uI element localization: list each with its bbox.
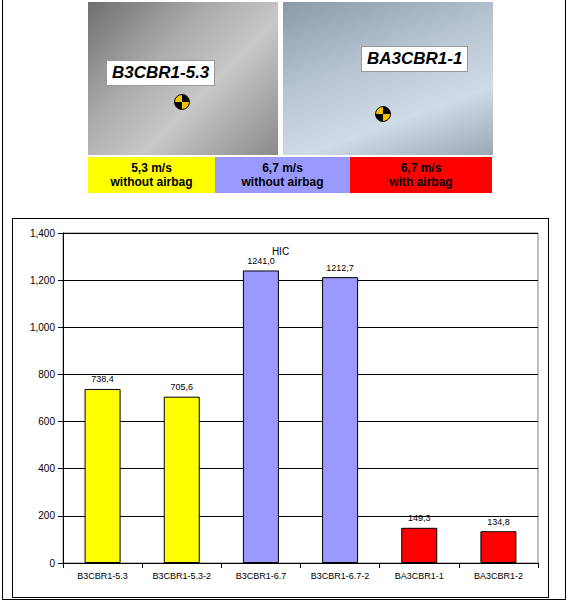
html-text:without airbag: without airbag bbox=[241, 175, 324, 189]
svg-text:600: 600 bbox=[38, 416, 55, 427]
svg-text:400: 400 bbox=[38, 463, 55, 474]
svg-text:HIC: HIC bbox=[272, 246, 289, 257]
svg-text:B3CBR1-5.3-2: B3CBR1-5.3-2 bbox=[152, 571, 211, 581]
svg-text:B3CBR1-5.3: B3CBR1-5.3 bbox=[77, 571, 128, 581]
svg-text:200: 200 bbox=[38, 510, 55, 521]
svg-text:705,6: 705,6 bbox=[170, 382, 193, 392]
svg-text:149,3: 149,3 bbox=[408, 513, 431, 523]
html-text:6,7 m/s: 6,7 m/s bbox=[262, 161, 303, 175]
svg-text:738,4: 738,4 bbox=[91, 374, 114, 384]
svg-text:BA3CBR1-1: BA3CBR1-1 bbox=[395, 571, 444, 581]
svg-text:0: 0 bbox=[49, 558, 55, 569]
svg-text:134,8: 134,8 bbox=[487, 517, 510, 527]
svg-text:B3CBR1-6.7: B3CBR1-6.7 bbox=[236, 571, 287, 581]
svg-text:1212,7: 1212,7 bbox=[326, 263, 354, 273]
svg-text:1,200: 1,200 bbox=[30, 275, 55, 286]
html-text:BA3CBR1-1: BA3CBR1-1 bbox=[367, 49, 463, 68]
html-text:without airbag: without airbag bbox=[110, 175, 193, 189]
svg-text:BA3CBR1-2: BA3CBR1-2 bbox=[474, 571, 523, 581]
html-text:6,7 m/s: 6,7 m/s bbox=[400, 161, 442, 175]
svg-text:B3CBR1-6.7-2: B3CBR1-6.7-2 bbox=[311, 571, 370, 581]
svg-text:1,400: 1,400 bbox=[30, 228, 55, 239]
svg-text:1,000: 1,000 bbox=[30, 322, 55, 333]
html-text:with airbag: with airbag bbox=[389, 175, 453, 189]
svg-text:1241,0: 1241,0 bbox=[247, 256, 275, 266]
svg-text:800: 800 bbox=[38, 369, 55, 380]
html-text:B3CBR1-5.3: B3CBR1-5.3 bbox=[112, 63, 210, 82]
html-text:5,3 m/s: 5,3 m/s bbox=[131, 161, 172, 175]
